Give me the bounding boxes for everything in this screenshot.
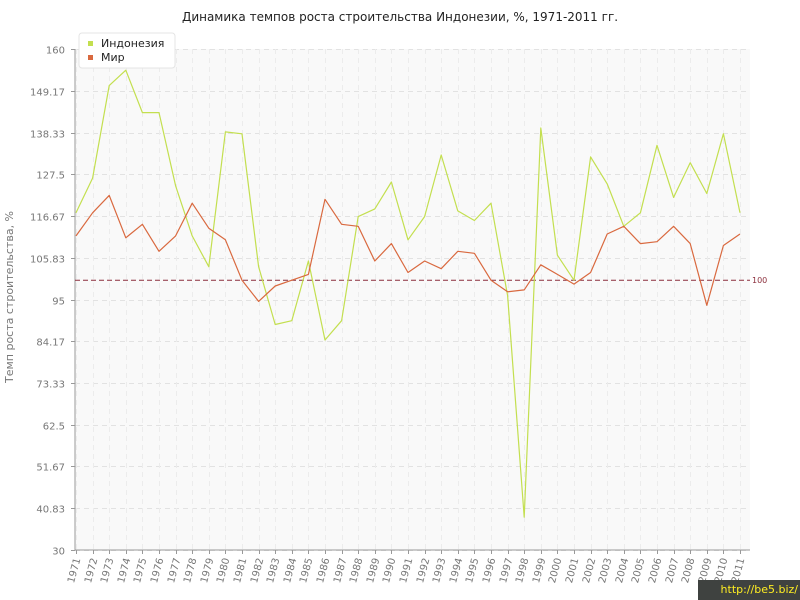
reference-line-label: 100 xyxy=(752,276,767,285)
x-tick-label: 1987 xyxy=(332,557,349,584)
x-tick-label: 1998 xyxy=(514,557,531,584)
x-tick-label: 1994 xyxy=(448,557,465,584)
legend-label-world: Мир xyxy=(101,51,125,64)
y-tick-label: 149.17 xyxy=(30,88,65,99)
x-tick-label: 1979 xyxy=(199,557,216,584)
x-tick-label: 1981 xyxy=(232,557,249,584)
x-tick-label: 1992 xyxy=(415,557,432,584)
x-tick-label: 2006 xyxy=(647,557,664,584)
x-tick-label: 1986 xyxy=(315,557,332,584)
y-tick-label: 30 xyxy=(52,547,65,558)
x-tick-label: 1982 xyxy=(249,557,266,584)
x-tick-label: 1983 xyxy=(265,557,282,584)
x-tick-label: 1991 xyxy=(398,557,415,584)
legend-box xyxy=(78,32,176,69)
legend-marker-world xyxy=(88,55,93,60)
y-tick-label: 95 xyxy=(52,297,65,308)
series-lines xyxy=(75,69,741,518)
x-tick-label: 1980 xyxy=(215,557,232,584)
y-tick-label: 127.5 xyxy=(36,171,65,182)
y-tick-label: 73.33 xyxy=(36,380,65,391)
x-tick-label: 2008 xyxy=(680,557,697,584)
x-tick-label: 1999 xyxy=(531,557,548,584)
reference-line-100: 100 xyxy=(75,276,767,285)
series-line-indonesia xyxy=(75,69,741,518)
y-tick-label: 116.67 xyxy=(30,213,65,224)
x-tick-label: 1995 xyxy=(464,557,481,584)
x-tick-label: 1985 xyxy=(298,557,315,584)
x-tick-label: 1977 xyxy=(166,557,183,584)
x-tick-label: 1975 xyxy=(132,557,149,584)
x-tick-label: 1996 xyxy=(481,557,498,584)
watermark-link[interactable]: http://be5.biz/ xyxy=(698,580,800,600)
x-tick-label: 2005 xyxy=(630,557,647,584)
x-tick-label: 1993 xyxy=(431,557,448,584)
y-axis-ticks: 30 40.83 51.67 62.5 73.33 84.17 95 105.83 116.67… xyxy=(30,46,75,558)
chart-title: Динамика темпов роста строительства Индо… xyxy=(182,10,618,24)
x-tick-label: 1984 xyxy=(282,557,299,584)
legend-label-indonesia: Индонезия xyxy=(101,37,164,50)
x-tick-label: 1973 xyxy=(99,557,116,584)
x-tick-label: 1974 xyxy=(116,557,133,584)
x-tick-label: 2003 xyxy=(597,557,614,584)
x-tick-label: 1978 xyxy=(182,557,199,584)
y-tick-label: 51.67 xyxy=(36,463,65,474)
y-tick-label: 105.83 xyxy=(30,255,65,266)
x-tick-label: 2007 xyxy=(664,557,681,584)
x-tick-label: 2000 xyxy=(547,557,564,584)
legend: Индонезия Мир xyxy=(78,32,176,69)
x-tick-label: 2001 xyxy=(564,557,581,584)
x-tick-label: 1989 xyxy=(365,557,382,584)
x-tick-label: 1990 xyxy=(381,557,398,584)
legend-marker-indonesia xyxy=(88,41,93,46)
gridlines xyxy=(75,49,750,551)
y-tick-label: 160 xyxy=(46,46,65,57)
x-tick-label: 1988 xyxy=(348,557,365,584)
x-tick-label: 1971 xyxy=(66,557,83,584)
series-line-world xyxy=(75,194,741,306)
y-tick-label: 40.83 xyxy=(36,505,65,516)
y-axis-label: Темп роста строительства, % xyxy=(3,211,16,384)
y-tick-label: 138.33 xyxy=(30,130,65,141)
x-tick-label: 2002 xyxy=(581,557,598,584)
x-tick-label: 2004 xyxy=(614,557,631,584)
y-tick-label: 62.5 xyxy=(43,422,65,433)
x-tick-label: 1976 xyxy=(149,557,166,584)
y-tick-label: 84.17 xyxy=(36,338,65,349)
x-tick-label: 1997 xyxy=(498,557,515,584)
x-tick-label: 1972 xyxy=(83,557,100,584)
